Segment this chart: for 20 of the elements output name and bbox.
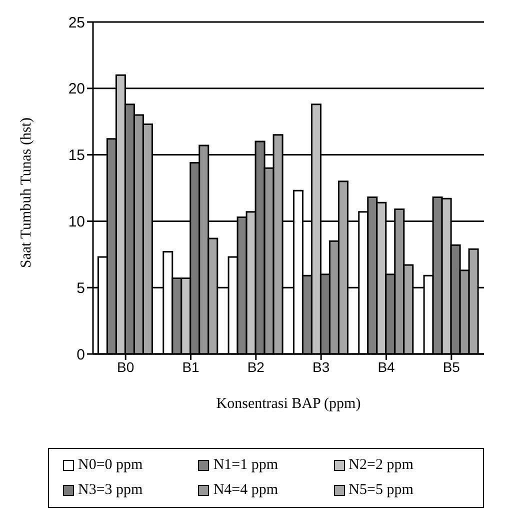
y-tick-label: 25 [68, 14, 85, 32]
legend-label: N5=5 ppm [348, 482, 414, 499]
legend-label: N0=0 ppm [78, 457, 143, 474]
y-tick-label: 0 [76, 346, 85, 364]
legend-label: N2=2 ppm [348, 457, 414, 474]
x-tick-label: B0 [117, 358, 134, 375]
legend-label: N3=3 ppm [78, 482, 143, 499]
y-axis-title: Saat Tumbuh Tunas (hst) [18, 118, 34, 268]
y-tick-label: 5 [76, 280, 85, 297]
x-tick-label: B1 [182, 358, 200, 375]
y-tick-label: 10 [68, 214, 85, 231]
y-tick-label: 15 [68, 147, 85, 164]
y-tick-label: 20 [68, 80, 85, 98]
x-tick-label: B3 [312, 358, 330, 375]
x-tick-label: B5 [442, 358, 460, 375]
x-tick-label: B4 [378, 358, 396, 375]
x-axis-title: Konsentrasi BAP (ppm) [216, 396, 361, 412]
legend-label: N1=1 ppm [213, 457, 278, 474]
legend-label: N4=4 ppm [213, 482, 278, 499]
x-tick-label: B2 [247, 358, 265, 375]
